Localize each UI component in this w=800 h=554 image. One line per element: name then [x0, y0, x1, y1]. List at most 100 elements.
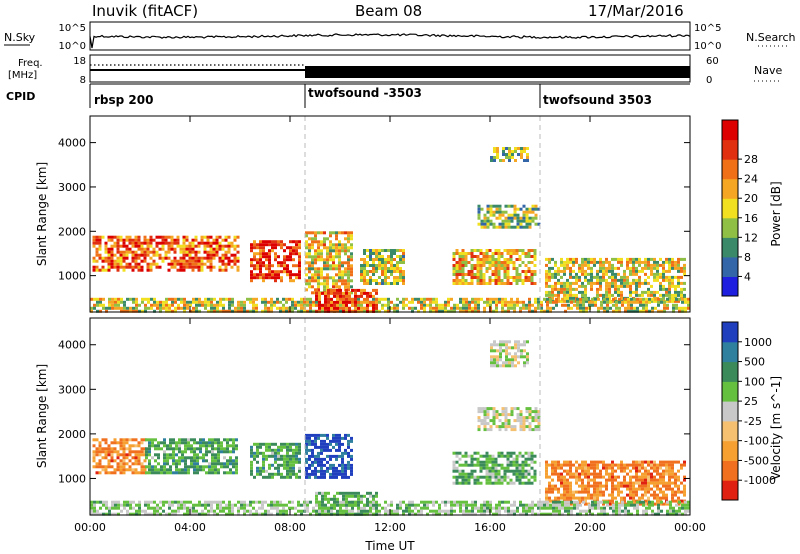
echo-cell	[259, 472, 262, 476]
echo-cell	[470, 475, 474, 479]
echo-cell	[203, 235, 207, 239]
echo-cell	[659, 460, 662, 464]
echo-cell	[612, 309, 615, 313]
echo-cell	[282, 297, 285, 301]
echo-cell	[602, 466, 605, 470]
echo-cell	[289, 445, 292, 449]
echo-cell	[551, 487, 554, 491]
echo-cell	[626, 466, 629, 470]
echo-cell	[326, 448, 329, 452]
echo-cell	[533, 475, 537, 479]
echo-cell	[280, 448, 283, 452]
echo-cell	[350, 457, 353, 461]
echo-cell	[486, 225, 490, 229]
echo-cell	[612, 503, 615, 507]
echo-cell	[167, 244, 171, 248]
echo-cell	[143, 238, 147, 242]
echo-cell	[644, 484, 647, 488]
echo-cell	[116, 462, 120, 466]
echo-cell	[134, 265, 138, 269]
echo-cell	[231, 509, 234, 513]
echo-cell	[486, 210, 490, 214]
echo-cell	[458, 481, 462, 485]
echo-cell	[488, 475, 492, 479]
echo-cell	[566, 463, 569, 467]
echo-cell	[220, 465, 223, 469]
echo-cell	[668, 284, 671, 288]
echo-cell	[230, 265, 234, 269]
echo-cell	[599, 490, 602, 494]
echo-cell	[564, 309, 567, 313]
echo-cell	[246, 297, 249, 301]
echo-cell	[387, 276, 390, 279]
echo-cell	[653, 493, 656, 497]
echo-cell	[540, 309, 543, 313]
echo-cell	[578, 466, 581, 470]
echo-cell	[677, 475, 680, 479]
echo-cell	[98, 253, 102, 257]
echo-cell	[297, 303, 300, 307]
echo-cell	[116, 456, 120, 460]
echo-cell	[135, 306, 138, 310]
echo-cell	[327, 297, 330, 301]
echo-cell	[468, 303, 471, 307]
echo-cell	[138, 303, 141, 307]
echo-cell	[128, 235, 132, 239]
echo-cell	[477, 222, 481, 226]
echo-cell	[311, 240, 314, 244]
echo-cell	[452, 267, 456, 270]
echo-cell	[518, 276, 522, 279]
echo-cell	[638, 469, 641, 473]
echo-cell	[396, 503, 399, 507]
echo-cell	[584, 496, 587, 500]
echo-cell	[509, 469, 513, 473]
echo-cell	[110, 259, 114, 263]
echo-cell	[584, 499, 587, 503]
echo-cell	[110, 244, 114, 248]
echo-cell	[219, 300, 222, 304]
echo-cell	[169, 468, 172, 472]
echo-cell	[507, 500, 510, 504]
echo-cell	[105, 309, 108, 313]
echo-cell	[232, 441, 235, 445]
echo-cell	[267, 309, 270, 313]
echo-cell	[596, 272, 599, 276]
echo-cell	[636, 309, 639, 313]
echo-cell	[338, 231, 341, 235]
echo-cell	[363, 279, 366, 282]
echo-cell	[157, 456, 160, 460]
echo-cell	[119, 259, 123, 263]
echo-cell	[351, 300, 354, 304]
echo-cell	[519, 216, 523, 220]
echo-cell	[533, 282, 537, 285]
echo-cell	[193, 438, 196, 442]
echo-cell	[171, 303, 174, 307]
echo-cell	[596, 260, 599, 264]
echo-cell	[566, 287, 569, 291]
echo-cell	[506, 466, 510, 470]
echo-cell	[576, 306, 579, 310]
echo-cell	[602, 493, 605, 497]
echo-cell	[132, 300, 135, 304]
echo-cell	[131, 462, 135, 466]
echo-cell	[317, 451, 320, 455]
echo-cell	[515, 270, 519, 273]
echo-cell	[530, 451, 534, 455]
echo-cell	[505, 153, 508, 156]
echo-cell	[435, 500, 438, 504]
echo-cell	[190, 450, 193, 454]
echo-cell	[677, 290, 680, 294]
echo-cell	[202, 465, 205, 469]
echo-cell	[339, 303, 342, 307]
echo-cell	[338, 270, 341, 274]
echo-cell	[638, 263, 641, 267]
echo-cell	[222, 297, 225, 301]
echo-cell	[93, 306, 96, 310]
echo-cell	[575, 466, 578, 470]
echo-cell	[298, 448, 301, 452]
echo-cell	[297, 309, 300, 313]
echo-cell	[560, 263, 563, 267]
echo-cell	[501, 309, 504, 313]
echo-cell	[230, 241, 234, 245]
echo-cell	[92, 465, 96, 469]
